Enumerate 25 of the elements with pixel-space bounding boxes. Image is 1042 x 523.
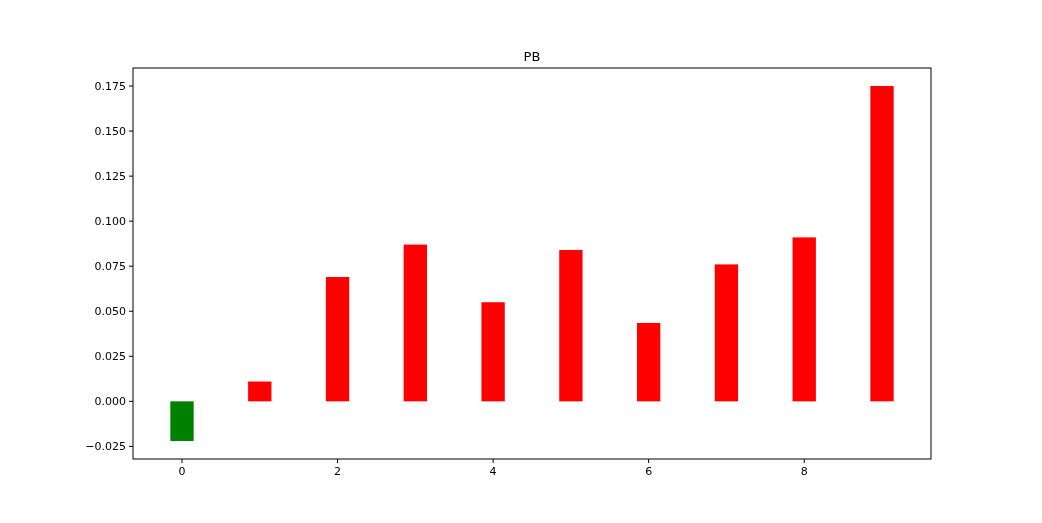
y-tick-label: 0.100 — [94, 215, 126, 229]
y-tick-label: 0.025 — [94, 350, 126, 364]
y-tick-label: 0.000 — [94, 395, 126, 409]
bar — [714, 264, 739, 402]
y-tick-label: 0.175 — [94, 79, 126, 93]
y-tick-label: 0.150 — [94, 124, 126, 138]
bar — [481, 302, 505, 402]
chart-title: PB — [523, 49, 541, 64]
bar — [637, 322, 661, 402]
y-tick-label: 0.075 — [94, 260, 126, 274]
x-tick-label: 6 — [645, 465, 653, 478]
x-tick-label: 2 — [334, 465, 342, 478]
bar — [403, 244, 427, 402]
bar — [248, 381, 272, 402]
x-tick-label: 8 — [800, 465, 808, 478]
y-tick-label: 0.125 — [94, 169, 126, 183]
bar — [792, 237, 816, 402]
y-tick-label: 0.050 — [94, 305, 126, 319]
x-tick-label: 0 — [178, 465, 186, 478]
bar — [870, 86, 894, 402]
bar — [325, 277, 350, 402]
x-tick-label: 4 — [489, 465, 497, 478]
y-tick-label: −0.025 — [85, 440, 126, 454]
bar — [170, 401, 194, 441]
bar — [559, 249, 583, 402]
